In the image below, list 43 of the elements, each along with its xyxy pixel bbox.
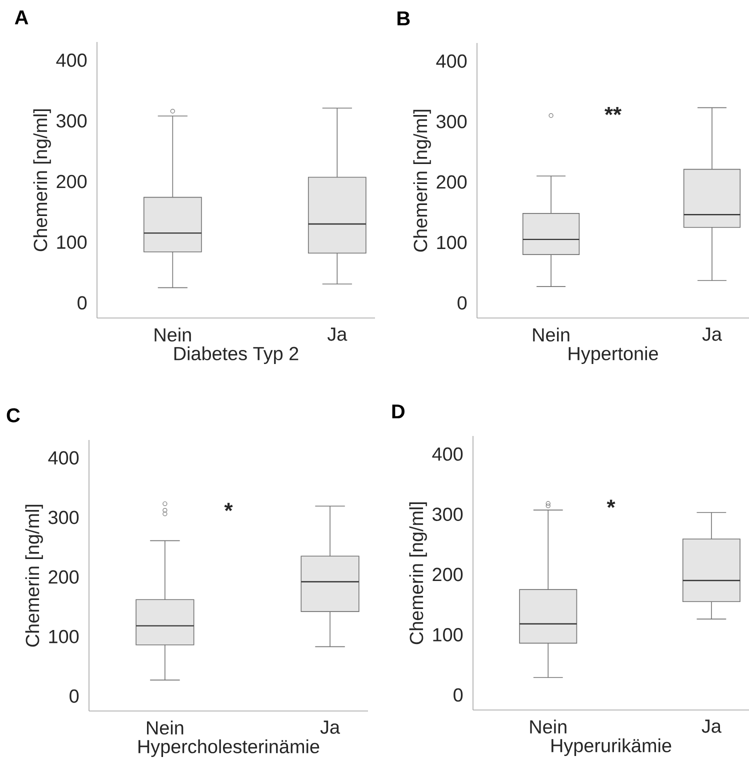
y-tick-label: 300 bbox=[436, 114, 467, 128]
annotation: * bbox=[606, 500, 616, 508]
x-tick-label: Nein bbox=[154, 328, 191, 342]
x-axis-title: Diabetes Typ 2 bbox=[174, 346, 298, 364]
y-tick-label: 0 bbox=[454, 688, 463, 702]
y-tick-label: 200 bbox=[432, 568, 463, 582]
y-tick-label: 400 bbox=[436, 54, 467, 68]
annotation: ** bbox=[604, 106, 622, 116]
chart-title: D bbox=[392, 404, 405, 418]
y-tick-label: 200 bbox=[436, 175, 467, 189]
y-tick-label: 200 bbox=[48, 570, 79, 584]
x-tick-label: Ja bbox=[702, 720, 722, 733]
y-tick-label: 300 bbox=[48, 510, 79, 524]
x-axis-title: Hypertonie bbox=[568, 346, 658, 364]
x-tick-label: Ja bbox=[320, 720, 340, 734]
chart-title: C bbox=[6, 408, 20, 422]
y-tick-label: 300 bbox=[432, 508, 463, 521]
y-axis-title: Chemerin [ng/ml] bbox=[33, 109, 51, 252]
y-tick-label: 100 bbox=[49, 630, 79, 644]
y-axis-title: Chemerin [ng/ml] bbox=[413, 110, 431, 252]
x-tick-label: Ja bbox=[327, 328, 348, 341]
annotation: * bbox=[224, 502, 233, 512]
x-tick-label: Nein bbox=[533, 328, 570, 342]
y-tick-label: 100 bbox=[437, 236, 467, 250]
x-axis-title: Hyperurikämie bbox=[552, 738, 672, 756]
x-axis-title: Hypercholesterinämie bbox=[138, 739, 320, 758]
chart-title: A bbox=[14, 10, 28, 24]
y-tick-label: 0 bbox=[70, 689, 79, 703]
x-tick-label: Nein bbox=[530, 720, 566, 734]
y-tick-label: 300 bbox=[56, 114, 87, 128]
y-tick-label: 0 bbox=[458, 296, 467, 310]
y-axis-title: Chemerin [ng/ml] bbox=[25, 504, 43, 647]
y-tick-label: 400 bbox=[432, 447, 463, 461]
x-tick-label: Nein bbox=[147, 720, 184, 735]
y-tick-label: 100 bbox=[57, 235, 87, 249]
y-axis-title: Chemerin [ng/ml] bbox=[409, 502, 427, 644]
y-tick-label: 200 bbox=[56, 174, 87, 188]
chart-title: B bbox=[398, 12, 410, 26]
y-tick-label: 400 bbox=[56, 53, 87, 67]
x-tick-label: Ja bbox=[702, 328, 722, 341]
y-tick-label: 400 bbox=[48, 451, 79, 465]
y-tick-label: 0 bbox=[78, 296, 87, 310]
y-tick-label: 100 bbox=[433, 628, 463, 642]
